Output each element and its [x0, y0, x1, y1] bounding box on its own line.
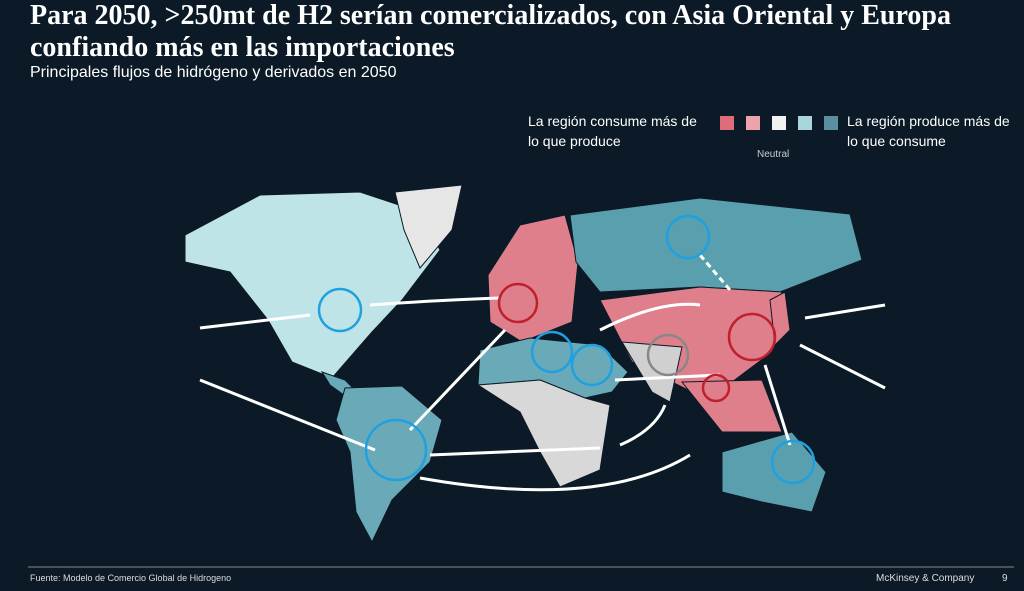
source: Fuente: Modelo de Comercio Global de Hid…	[30, 573, 232, 583]
brand: McKinsey & Company	[876, 573, 975, 584]
flow-arrow	[763, 364, 792, 446]
legend-consumes: La región consume más de lo que produce	[528, 113, 697, 149]
flow-arrow	[599, 302, 701, 332]
title: Para 2050, >250mt de H2 serían comercial…	[30, 0, 951, 63]
flow-arrow	[614, 373, 721, 382]
subtitle: Principales flujos de hidrógeno y deriva…	[30, 64, 397, 81]
legend-produces: La región produce más de lo que consume	[847, 113, 1010, 149]
legend-swatch	[798, 116, 812, 130]
consumer-circle	[701, 373, 731, 403]
producer-circle	[770, 439, 816, 485]
producer-circle	[317, 287, 363, 333]
consumer-circle	[497, 282, 539, 324]
flow-arrow	[199, 313, 311, 330]
europe	[487, 214, 579, 343]
producer-circle	[665, 214, 711, 260]
flow-arrow	[799, 343, 886, 390]
flow-arrow	[804, 303, 886, 320]
southeast-asia	[680, 379, 783, 433]
russia	[569, 197, 863, 293]
flow-arrow	[408, 328, 507, 432]
flow-arrow	[419, 453, 691, 492]
flow-arrow	[199, 378, 376, 452]
producer-circle	[570, 343, 614, 387]
producer-circle	[364, 418, 428, 482]
south-america	[335, 385, 443, 544]
legend-swatch	[772, 116, 786, 130]
north-america	[184, 191, 441, 379]
greenland	[394, 184, 463, 269]
flow-arrow	[429, 446, 601, 457]
page-number: 9	[1002, 573, 1008, 584]
producer-circle	[530, 330, 574, 374]
legend-neutral: Neutral	[757, 149, 790, 160]
consumer-circle	[727, 312, 777, 362]
legend-swatch	[720, 116, 734, 130]
flow-arrow	[698, 254, 732, 291]
legend-swatch	[824, 116, 838, 130]
flow-arrow	[619, 404, 667, 447]
flow-arrow	[369, 296, 501, 307]
legend-swatch	[746, 116, 760, 130]
india	[621, 341, 683, 403]
africa	[476, 379, 611, 488]
neutral-circle	[646, 333, 690, 377]
